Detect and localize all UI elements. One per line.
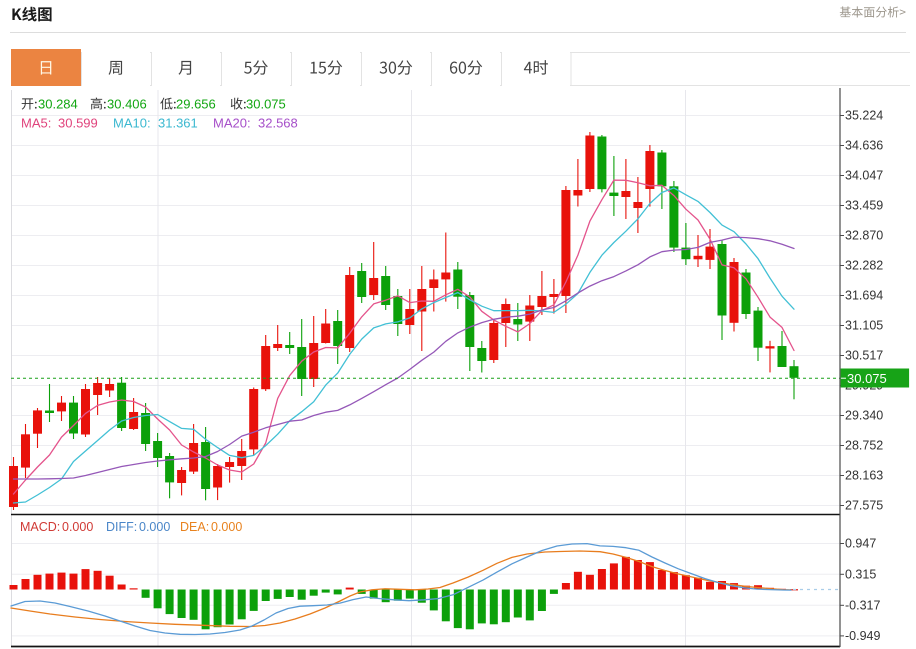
svg-text:30.075: 30.075 <box>246 97 286 112</box>
svg-text:32.282: 32.282 <box>845 259 883 273</box>
svg-text:0.315: 0.315 <box>845 568 876 582</box>
svg-text:35.224: 35.224 <box>845 109 883 123</box>
svg-text:28.163: 28.163 <box>845 469 883 483</box>
svg-text:MACD:: MACD: <box>20 520 60 534</box>
svg-text:30.517: 30.517 <box>845 349 883 363</box>
svg-text:0.000: 0.000 <box>62 520 93 534</box>
svg-text:MA5:: MA5: <box>21 116 51 131</box>
svg-text:31.105: 31.105 <box>845 319 883 333</box>
svg-text:30.406: 30.406 <box>107 97 147 112</box>
svg-text:29.340: 29.340 <box>845 409 883 423</box>
svg-text:0.947: 0.947 <box>845 537 876 551</box>
svg-text:DIFF:: DIFF: <box>106 520 137 534</box>
svg-text:33.459: 33.459 <box>845 199 883 213</box>
svg-text:30.075: 30.075 <box>847 371 887 386</box>
svg-text:32.870: 32.870 <box>845 229 883 243</box>
svg-text:27.575: 27.575 <box>845 499 883 513</box>
svg-text:30.599: 30.599 <box>58 116 98 131</box>
svg-text:31.361: 31.361 <box>158 116 198 131</box>
svg-text:30.284: 30.284 <box>38 97 78 112</box>
svg-text:28.752: 28.752 <box>845 439 883 453</box>
svg-text:MA20:: MA20: <box>213 116 251 131</box>
svg-text:31.694: 31.694 <box>845 289 883 303</box>
svg-text:-0.317: -0.317 <box>845 599 880 613</box>
svg-text:MA10:: MA10: <box>113 116 151 131</box>
svg-text:34.636: 34.636 <box>845 139 883 153</box>
svg-text:0.000: 0.000 <box>139 520 170 534</box>
svg-text:0.000: 0.000 <box>211 520 242 534</box>
svg-text:34.047: 34.047 <box>845 169 883 183</box>
svg-text:DEA:: DEA: <box>180 520 209 534</box>
svg-text:32.568: 32.568 <box>258 116 298 131</box>
svg-text:-0.949: -0.949 <box>845 629 880 643</box>
svg-text:29.656: 29.656 <box>176 97 216 112</box>
